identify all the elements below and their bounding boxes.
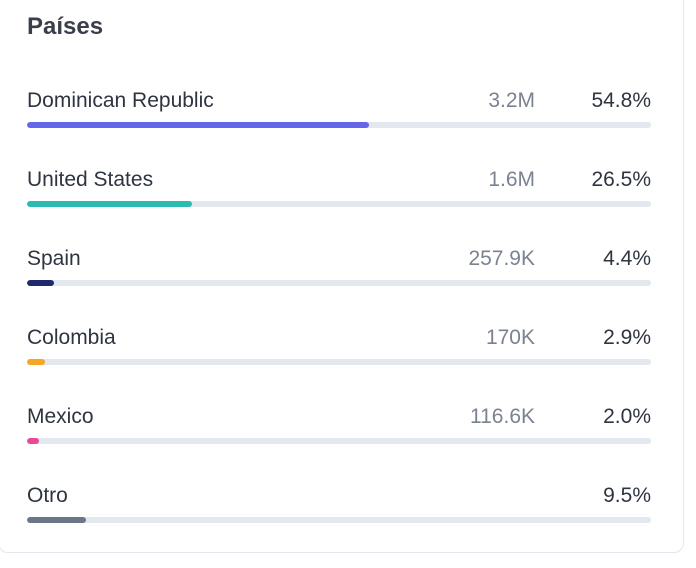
- country-percent: 4.4%: [603, 247, 651, 270]
- country-bar-track: [27, 201, 651, 207]
- country-row-other: Otro 9.5%: [27, 482, 651, 532]
- country-visits: 1.6M: [488, 168, 535, 191]
- country-row-colombia: Colombia 170K 2.9%: [27, 324, 651, 374]
- country-bar-fill: [27, 517, 87, 523]
- country-row-spain: Spain 257.9K 4.4%: [27, 245, 651, 295]
- country-bar-track: [27, 122, 651, 128]
- country-row-mexico: Mexico 116.6K 2.0%: [27, 403, 651, 453]
- country-bar-fill: [27, 280, 55, 286]
- country-bar-fill: [27, 438, 40, 444]
- country-name: Otro: [27, 484, 68, 507]
- country-bar-track: [27, 359, 651, 365]
- country-bar-track: [27, 517, 651, 523]
- country-visits: 170K: [485, 326, 535, 349]
- country-bar-track: [27, 438, 651, 444]
- country-percent: 54.8%: [591, 89, 651, 112]
- country-bar-fill: [27, 201, 193, 207]
- country-row-united-states: United States 1.6M 26.5%: [27, 166, 651, 216]
- country-percent: 26.5%: [591, 168, 651, 191]
- country-name: United States: [27, 168, 154, 191]
- country-name: Spain: [27, 247, 81, 270]
- country-name: Colombia: [27, 326, 116, 349]
- card-title: Países: [27, 13, 104, 40]
- country-name: Dominican Republic: [27, 89, 214, 112]
- country-visits: 116.6K: [470, 405, 535, 428]
- country-name: Mexico: [27, 405, 94, 428]
- country-visits: 3.2M: [488, 89, 535, 112]
- country-visits: 257.9K: [468, 247, 535, 270]
- country-percent: 2.9%: [603, 326, 651, 349]
- country-row-dominican-republic: Dominican Republic 3.2M 54.8%: [27, 87, 651, 137]
- country-bar-track: [27, 280, 651, 286]
- countries-card: Países Dominican Republic 3.2M 54.8% Uni…: [0, 0, 684, 553]
- country-percent: 9.5%: [603, 484, 651, 507]
- country-percent: 2.0%: [603, 405, 651, 428]
- country-bar-fill: [27, 359, 46, 365]
- country-bar-fill: [27, 122, 369, 128]
